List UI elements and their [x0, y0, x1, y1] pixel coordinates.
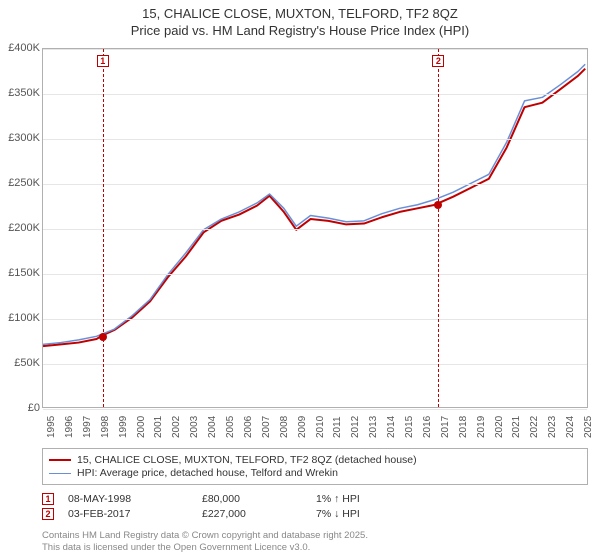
sale-1-date: 08-MAY-1998: [68, 493, 188, 505]
xtick-label: 2024: [565, 416, 576, 438]
marker-dot-1: [99, 333, 107, 341]
title-subtitle: Price paid vs. HM Land Registry's House …: [0, 23, 600, 40]
gridline-h: [43, 364, 587, 365]
sale-2-delta: 7% ↓ HPI: [316, 508, 436, 520]
xtick-label: 2001: [153, 416, 164, 438]
marker-vline-1: [103, 49, 104, 407]
ytick-label: £100K: [0, 312, 40, 324]
xtick-label: 1995: [46, 416, 57, 438]
legend-label-hpi: HPI: Average price, detached house, Telf…: [77, 467, 338, 479]
xtick-label: 1997: [82, 416, 93, 438]
ytick-label: £250K: [0, 177, 40, 189]
ytick-label: £150K: [0, 267, 40, 279]
gridline-h: [43, 409, 587, 410]
legend-label-price-paid: 15, CHALICE CLOSE, MUXTON, TELFORD, TF2 …: [77, 454, 417, 466]
xtick-label: 2011: [332, 416, 343, 438]
gridline-h: [43, 229, 587, 230]
xtick-label: 2004: [207, 416, 218, 438]
gridline-h: [43, 274, 587, 275]
xtick-label: 2018: [458, 416, 469, 438]
chart-container: 15, CHALICE CLOSE, MUXTON, TELFORD, TF2 …: [0, 0, 600, 560]
sale-2-price: £227,000: [202, 508, 302, 520]
xtick-label: 2013: [368, 416, 379, 438]
series-line-hpi: [43, 64, 585, 344]
gridline-h: [43, 319, 587, 320]
ytick-label: £300K: [0, 132, 40, 144]
xtick-label: 2006: [243, 416, 254, 438]
marker-box-2: 2: [432, 55, 444, 67]
sale-1-price: £80,000: [202, 493, 302, 505]
footer-line2: This data is licensed under the Open Gov…: [42, 542, 588, 554]
sale-2-date: 03-FEB-2017: [68, 508, 188, 520]
chart-svg: [43, 49, 587, 407]
xtick-label: 2008: [279, 416, 290, 438]
xtick-label: 2025: [583, 416, 594, 438]
xtick-label: 2017: [440, 416, 451, 438]
legend: 15, CHALICE CLOSE, MUXTON, TELFORD, TF2 …: [42, 448, 588, 485]
xtick-label: 1999: [118, 416, 129, 438]
sale-marker-1-icon: 1: [42, 493, 54, 505]
xtick-label: 2007: [261, 416, 272, 438]
plot-area: 12: [42, 48, 588, 408]
ytick-label: £0: [0, 402, 40, 414]
sale-1-delta: 1% ↑ HPI: [316, 493, 436, 505]
xtick-label: 2015: [404, 416, 415, 438]
sale-markers-table: 1 08-MAY-1998 £80,000 1% ↑ HPI 2 03-FEB-…: [42, 490, 588, 523]
xtick-label: 1996: [64, 416, 75, 438]
xtick-label: 2012: [350, 416, 361, 438]
marker-box-1: 1: [97, 55, 109, 67]
ytick-label: £350K: [0, 87, 40, 99]
sale-row-1: 1 08-MAY-1998 £80,000 1% ↑ HPI: [42, 493, 588, 505]
marker-vline-2: [438, 49, 439, 407]
sale-row-2: 2 03-FEB-2017 £227,000 7% ↓ HPI: [42, 508, 588, 520]
gridline-h: [43, 94, 587, 95]
gridline-h: [43, 49, 587, 50]
xtick-label: 2003: [189, 416, 200, 438]
xtick-label: 2019: [476, 416, 487, 438]
xtick-label: 2023: [547, 416, 558, 438]
legend-item-price-paid: 15, CHALICE CLOSE, MUXTON, TELFORD, TF2 …: [49, 454, 581, 466]
marker-dot-2: [434, 201, 442, 209]
xtick-label: 2020: [494, 416, 505, 438]
xtick-label: 2005: [225, 416, 236, 438]
title-address: 15, CHALICE CLOSE, MUXTON, TELFORD, TF2 …: [0, 6, 600, 23]
legend-swatch-hpi: [49, 473, 71, 474]
xtick-label: 2022: [529, 416, 540, 438]
ytick-label: £50K: [0, 357, 40, 369]
gridline-h: [43, 184, 587, 185]
xtick-label: 2002: [171, 416, 182, 438]
gridline-h: [43, 139, 587, 140]
footer-line1: Contains HM Land Registry data © Crown c…: [42, 530, 588, 542]
xtick-label: 1998: [100, 416, 111, 438]
xtick-label: 2014: [386, 416, 397, 438]
xtick-label: 2000: [136, 416, 147, 438]
legend-item-hpi: HPI: Average price, detached house, Telf…: [49, 467, 581, 479]
ytick-label: £200K: [0, 222, 40, 234]
series-line-price_paid: [43, 69, 585, 346]
xtick-label: 2009: [297, 416, 308, 438]
chart-title: 15, CHALICE CLOSE, MUXTON, TELFORD, TF2 …: [0, 0, 600, 40]
legend-swatch-price-paid: [49, 459, 71, 461]
footer-attribution: Contains HM Land Registry data © Crown c…: [42, 530, 588, 554]
xtick-label: 2021: [511, 416, 522, 438]
xtick-label: 2010: [315, 416, 326, 438]
sale-marker-2-icon: 2: [42, 508, 54, 520]
ytick-label: £400K: [0, 42, 40, 54]
xtick-label: 2016: [422, 416, 433, 438]
